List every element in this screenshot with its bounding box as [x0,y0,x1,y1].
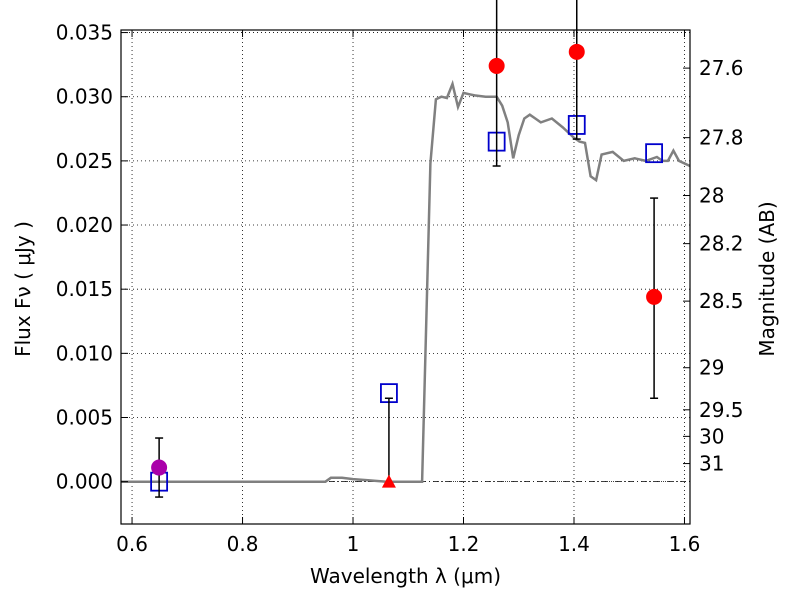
y-tick-label: 0.020 [56,213,113,237]
model-flux-square [645,143,663,164]
y-tick-label: 0.015 [56,277,113,301]
y-tick-label: 0.000 [56,470,113,494]
y-tick-label: 0.035 [56,21,113,45]
upper-limit-marker [381,474,396,488]
grid [121,30,690,524]
x-tick-label: 0.6 [116,532,148,556]
x-tick-label: 1.6 [669,532,701,556]
x-tick-label: 0.8 [227,532,259,556]
right-axis-tick-label: 29 [699,356,724,380]
tick-labels: 0.6 0.8 1 1.2 1.4 1.6 0.000 0.005 0.010 0.015 0.02… [56,21,744,556]
y-tick-label: 0.010 [56,341,113,365]
plot-frame [120,29,691,525]
y-axis-title: Flux Fν ( μJy ) [11,221,35,357]
right-axis-tick-label: 28 [699,184,724,208]
right-axis-tick-label: 27.6 [699,56,744,80]
observed-flux-point [151,459,168,476]
model-spectrum-line [121,79,691,483]
x-axis-title: Wavelength λ (μm) [310,564,501,588]
right-axis-title: Magnitude (AB) [755,201,779,356]
right-axis-tick-label: 31 [699,452,724,476]
right-axis-tick-label: 28.2 [699,232,744,256]
x-tick-label: 1.4 [558,532,590,556]
ticks [121,30,690,524]
right-axis-tick-label: 28.5 [699,289,744,313]
right-axis-tick-label: 30 [699,424,724,448]
y-tick-label: 0.025 [56,149,113,173]
right-axis-tick-label: 27.8 [699,126,744,150]
observed-flux-point [488,57,505,74]
y-tick-label: 0.030 [56,85,113,109]
observed-flux-point [646,288,663,305]
x-tick-label: 1 [347,532,360,556]
y-tick-label: 0.005 [56,406,113,430]
series [121,0,691,498]
x-tick-label: 1.2 [448,532,480,556]
right-axis-tick-label: 29.5 [699,398,744,422]
observed-flux-point [568,43,585,60]
